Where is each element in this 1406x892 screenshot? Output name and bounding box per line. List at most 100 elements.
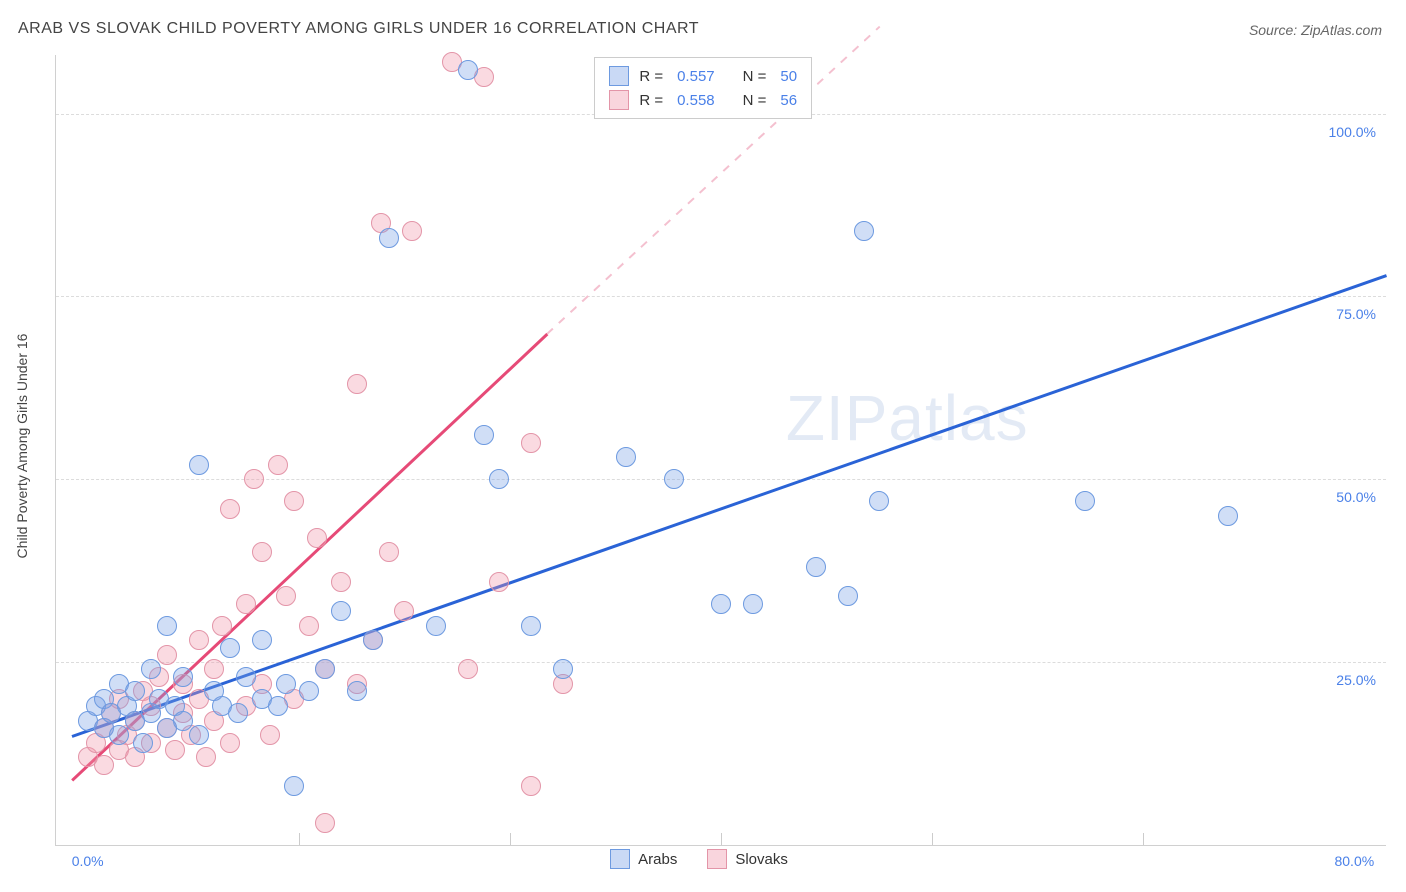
data-point bbox=[315, 659, 335, 679]
data-point bbox=[236, 594, 256, 614]
data-point bbox=[189, 725, 209, 745]
data-point bbox=[743, 594, 763, 614]
data-point bbox=[157, 616, 177, 636]
data-point bbox=[838, 586, 858, 606]
data-point bbox=[553, 659, 573, 679]
gridline-v bbox=[932, 833, 933, 845]
y-axis-label: Child Poverty Among Girls Under 16 bbox=[14, 334, 30, 559]
x-tick-label: 0.0% bbox=[72, 853, 104, 869]
trend-line bbox=[71, 275, 1386, 739]
data-point bbox=[379, 228, 399, 248]
correlation-legend: R = 0.557 N = 50 R = 0.558 N = 56 bbox=[594, 57, 812, 119]
series-legend: Arabs Slovaks bbox=[610, 849, 788, 869]
legend-row: R =0.557N =50 bbox=[609, 64, 797, 88]
data-point bbox=[458, 60, 478, 80]
data-point bbox=[299, 681, 319, 701]
data-point bbox=[268, 455, 288, 475]
data-point bbox=[196, 747, 216, 767]
data-point bbox=[236, 667, 256, 687]
chart-title: ARAB VS SLOVAK CHILD POVERTY AMONG GIRLS… bbox=[18, 20, 699, 38]
legend-n-label: N = bbox=[743, 68, 767, 85]
legend-r-value: 0.558 bbox=[677, 92, 715, 109]
legend-item: Slovaks bbox=[707, 849, 788, 869]
legend-swatch bbox=[610, 849, 630, 869]
data-point bbox=[806, 557, 826, 577]
data-point bbox=[141, 659, 161, 679]
legend-label: Arabs bbox=[638, 851, 677, 868]
data-point bbox=[363, 630, 383, 650]
legend-n-value: 56 bbox=[780, 92, 797, 109]
data-point bbox=[244, 469, 264, 489]
legend-swatch bbox=[707, 849, 727, 869]
data-point bbox=[284, 491, 304, 511]
data-point bbox=[854, 221, 874, 241]
legend-item: Arabs bbox=[610, 849, 677, 869]
legend-swatch bbox=[609, 90, 629, 110]
legend-r-label: R = bbox=[639, 92, 663, 109]
data-point bbox=[276, 586, 296, 606]
data-point bbox=[173, 711, 193, 731]
y-tick-label: 75.0% bbox=[1336, 306, 1376, 322]
data-point bbox=[1075, 491, 1095, 511]
data-point bbox=[204, 659, 224, 679]
data-point bbox=[711, 594, 731, 614]
legend-label: Slovaks bbox=[735, 851, 788, 868]
data-point bbox=[220, 638, 240, 658]
y-tick-label: 100.0% bbox=[1329, 124, 1376, 140]
gridline-h bbox=[56, 296, 1386, 297]
legend-n-value: 50 bbox=[780, 68, 797, 85]
data-point bbox=[228, 703, 248, 723]
data-point bbox=[331, 572, 351, 592]
data-point bbox=[94, 755, 114, 775]
legend-r-value: 0.557 bbox=[677, 68, 715, 85]
data-point bbox=[165, 740, 185, 760]
data-point bbox=[347, 681, 367, 701]
data-point bbox=[212, 616, 232, 636]
data-point bbox=[394, 601, 414, 621]
data-point bbox=[260, 725, 280, 745]
data-point bbox=[252, 542, 272, 562]
data-point bbox=[109, 725, 129, 745]
data-point bbox=[426, 616, 446, 636]
gridline-v bbox=[721, 833, 722, 845]
legend-swatch bbox=[609, 66, 629, 86]
y-tick-label: 50.0% bbox=[1336, 489, 1376, 505]
gridline-v bbox=[510, 833, 511, 845]
chart-container: ARAB VS SLOVAK CHILD POVERTY AMONG GIRLS… bbox=[0, 0, 1406, 892]
data-point bbox=[284, 776, 304, 796]
data-point bbox=[347, 374, 367, 394]
data-point bbox=[331, 601, 351, 621]
x-tick-label: 80.0% bbox=[1334, 853, 1374, 869]
data-point bbox=[521, 433, 541, 453]
data-point bbox=[189, 630, 209, 650]
data-point bbox=[402, 221, 422, 241]
data-point bbox=[616, 447, 636, 467]
legend-n-label: N = bbox=[743, 92, 767, 109]
data-point bbox=[315, 813, 335, 833]
data-point bbox=[664, 469, 684, 489]
data-point bbox=[489, 469, 509, 489]
data-point bbox=[474, 425, 494, 445]
data-point bbox=[173, 667, 193, 687]
gridline-v bbox=[1143, 833, 1144, 845]
data-point bbox=[869, 491, 889, 511]
data-point bbox=[125, 681, 145, 701]
data-point bbox=[189, 455, 209, 475]
data-point bbox=[458, 659, 478, 679]
y-tick-label: 25.0% bbox=[1336, 672, 1376, 688]
data-point bbox=[220, 733, 240, 753]
source-label: Source: ZipAtlas.com bbox=[1249, 22, 1382, 38]
data-point bbox=[379, 542, 399, 562]
legend-row: R = 0.558 N = 56 bbox=[609, 88, 797, 112]
data-point bbox=[1218, 506, 1238, 526]
data-point bbox=[489, 572, 509, 592]
data-point bbox=[268, 696, 288, 716]
data-point bbox=[521, 776, 541, 796]
data-point bbox=[252, 630, 272, 650]
data-point bbox=[307, 528, 327, 548]
gridline-v bbox=[299, 833, 300, 845]
gridline-h bbox=[56, 662, 1386, 663]
data-point bbox=[157, 645, 177, 665]
data-point bbox=[276, 674, 296, 694]
data-point bbox=[299, 616, 319, 636]
